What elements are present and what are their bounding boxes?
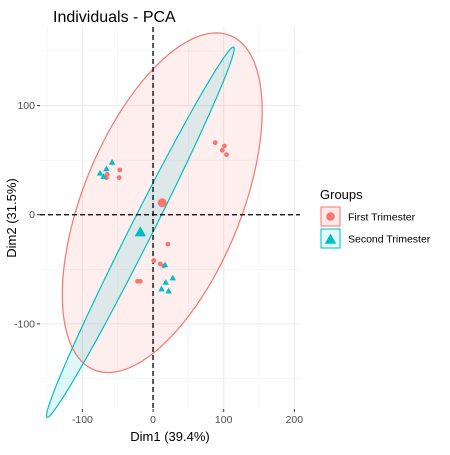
point-series-1 <box>224 152 229 158</box>
reference-lines <box>40 27 300 409</box>
legend-label-series-2: Second Trimester <box>348 234 431 246</box>
y-axis-label: Dim2 (31.5%) <box>4 178 19 257</box>
y-tick-label: 100 <box>17 100 35 112</box>
group-centroids <box>134 198 167 237</box>
point-series-2 <box>108 158 116 165</box>
point-series-2 <box>158 285 165 292</box>
y-tick-label: 0 <box>29 209 35 221</box>
point-series-1 <box>219 147 225 153</box>
point-series-1 <box>117 167 123 173</box>
point-series-1 <box>165 241 171 247</box>
legend: Groups First Trimester Second Trimester <box>320 187 431 249</box>
point-series-1 <box>104 171 110 177</box>
point-series-1 <box>212 140 218 146</box>
legend-title: Groups <box>320 187 363 202</box>
x-tick-label: 200 <box>286 414 304 426</box>
point-series-1 <box>222 143 227 149</box>
legend-label-series-1: First Trimester <box>348 212 416 224</box>
centroid-series-1 <box>157 198 167 208</box>
y-tick-label: -100 <box>14 318 35 330</box>
point-series-2 <box>169 274 177 281</box>
point-series-2 <box>165 287 172 294</box>
legend-marker-series-1 <box>326 212 335 221</box>
x-axis-label: Dim1 (39.4%) <box>130 429 209 444</box>
point-series-2 <box>96 169 104 176</box>
y-axis-ticks: -100 0 100 <box>14 100 40 330</box>
point-series-2 <box>161 261 169 268</box>
point-series-2 <box>103 165 110 172</box>
point-series-2 <box>100 173 107 179</box>
x-axis-ticks: -100 0 100 200 <box>72 409 303 426</box>
point-series-1 <box>135 278 140 284</box>
x-tick-label: 100 <box>215 414 233 426</box>
point-series-1 <box>116 175 122 181</box>
x-tick-label: 0 <box>150 414 156 426</box>
data-points <box>96 140 229 294</box>
legend-marker-series-2 <box>324 233 337 244</box>
point-series-2 <box>162 278 169 285</box>
point-series-1 <box>157 261 163 267</box>
plot-panel <box>40 27 300 409</box>
x-tick-label: -100 <box>72 414 93 426</box>
point-series-1 <box>151 258 157 263</box>
chart-title: Individuals - PCA <box>53 9 176 26</box>
centroid-series-2 <box>134 226 147 237</box>
